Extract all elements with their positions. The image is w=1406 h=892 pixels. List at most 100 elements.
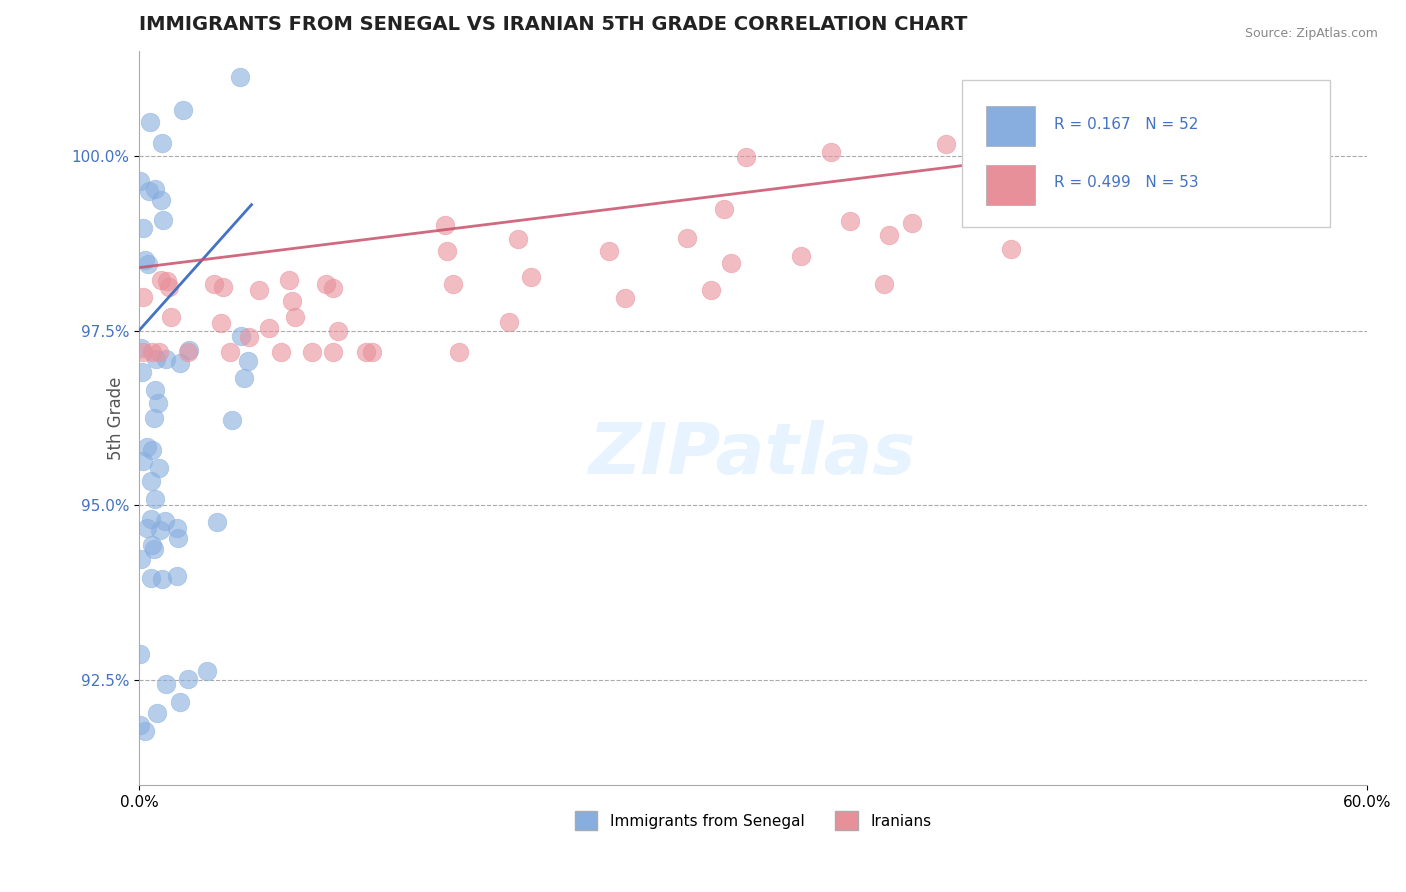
Iranians bbox=[176, 344, 198, 359]
Legend: Immigrants from Senegal, Iranians: Immigrants from Senegal, Iranians bbox=[568, 805, 938, 836]
Iranians bbox=[322, 344, 344, 359]
Iranians bbox=[209, 316, 232, 330]
Immigrants from Senegal bbox=[221, 412, 243, 426]
Iranians bbox=[1000, 242, 1022, 256]
Immigrants from Senegal bbox=[131, 221, 153, 235]
Iranians bbox=[1108, 164, 1130, 178]
Iranians bbox=[278, 273, 301, 287]
Iranians bbox=[257, 321, 280, 335]
Immigrants from Senegal bbox=[229, 70, 252, 84]
Iranians bbox=[498, 315, 520, 329]
Immigrants from Senegal bbox=[129, 718, 152, 732]
Iranians bbox=[676, 230, 699, 244]
Iranians bbox=[720, 256, 742, 270]
Immigrants from Senegal bbox=[134, 252, 156, 267]
Immigrants from Senegal bbox=[131, 341, 153, 355]
Text: IMMIGRANTS FROM SENEGAL VS IRANIAN 5TH GRADE CORRELATION CHART: IMMIGRANTS FROM SENEGAL VS IRANIAN 5TH G… bbox=[139, 15, 967, 34]
Text: ZIPatlas: ZIPatlas bbox=[589, 420, 917, 489]
Immigrants from Senegal bbox=[155, 351, 177, 366]
Immigrants from Senegal bbox=[146, 396, 169, 410]
Y-axis label: 5th Grade: 5th Grade bbox=[107, 376, 125, 459]
Immigrants from Senegal bbox=[136, 257, 159, 271]
Iranians bbox=[141, 344, 163, 359]
Iranians bbox=[131, 344, 153, 359]
Iranians bbox=[212, 279, 235, 293]
Iranians bbox=[820, 145, 842, 160]
Immigrants from Senegal bbox=[149, 193, 172, 207]
Immigrants from Senegal bbox=[139, 115, 162, 129]
Iranians bbox=[132, 290, 155, 304]
Immigrants from Senegal bbox=[145, 352, 167, 367]
Immigrants from Senegal bbox=[167, 532, 190, 546]
Immigrants from Senegal bbox=[153, 515, 176, 529]
Iranians bbox=[280, 294, 302, 309]
Immigrants from Senegal bbox=[135, 521, 157, 535]
Iranians bbox=[284, 310, 307, 325]
Immigrants from Senegal bbox=[149, 523, 172, 537]
Iranians bbox=[361, 344, 384, 359]
Immigrants from Senegal bbox=[205, 515, 228, 529]
Iranians bbox=[449, 344, 471, 359]
Iranians bbox=[157, 280, 180, 294]
Text: R = 0.499   N = 53: R = 0.499 N = 53 bbox=[1053, 176, 1198, 191]
Immigrants from Senegal bbox=[143, 383, 166, 397]
Immigrants from Senegal bbox=[145, 491, 167, 506]
Immigrants from Senegal bbox=[177, 672, 200, 686]
Iranians bbox=[301, 344, 323, 359]
Iranians bbox=[935, 137, 957, 152]
Immigrants from Senegal bbox=[139, 571, 162, 585]
Immigrants from Senegal bbox=[143, 181, 166, 195]
Iranians bbox=[436, 244, 458, 258]
Iranians bbox=[150, 273, 173, 287]
Iranians bbox=[354, 344, 377, 359]
Iranians bbox=[328, 324, 350, 338]
Iranians bbox=[508, 232, 530, 246]
FancyBboxPatch shape bbox=[962, 80, 1330, 227]
Immigrants from Senegal bbox=[141, 443, 163, 458]
Iranians bbox=[520, 270, 543, 285]
Immigrants from Senegal bbox=[172, 103, 194, 117]
Immigrants from Senegal bbox=[143, 542, 166, 557]
Immigrants from Senegal bbox=[236, 354, 259, 368]
Immigrants from Senegal bbox=[166, 569, 188, 583]
Iranians bbox=[877, 228, 900, 243]
Iranians bbox=[873, 277, 896, 292]
Immigrants from Senegal bbox=[129, 648, 152, 662]
Immigrants from Senegal bbox=[229, 329, 252, 343]
Iranians bbox=[1052, 186, 1074, 201]
Immigrants from Senegal bbox=[233, 371, 256, 385]
Iranians bbox=[838, 214, 860, 228]
Immigrants from Senegal bbox=[169, 356, 191, 370]
Immigrants from Senegal bbox=[150, 136, 173, 150]
Immigrants from Senegal bbox=[166, 521, 188, 535]
Text: Source: ZipAtlas.com: Source: ZipAtlas.com bbox=[1244, 27, 1378, 40]
Iranians bbox=[247, 283, 270, 297]
Text: R = 0.167   N = 52: R = 0.167 N = 52 bbox=[1053, 117, 1198, 132]
Iranians bbox=[441, 277, 464, 291]
Immigrants from Senegal bbox=[134, 723, 156, 738]
Immigrants from Senegal bbox=[139, 511, 162, 525]
Immigrants from Senegal bbox=[148, 461, 170, 475]
Iranians bbox=[160, 310, 183, 324]
Immigrants from Senegal bbox=[195, 664, 218, 678]
Iranians bbox=[156, 274, 179, 288]
Immigrants from Senegal bbox=[138, 184, 160, 198]
Immigrants from Senegal bbox=[169, 695, 191, 709]
Iranians bbox=[238, 329, 260, 343]
Iranians bbox=[148, 344, 170, 359]
Iranians bbox=[901, 216, 924, 230]
Immigrants from Senegal bbox=[143, 411, 166, 425]
Iranians bbox=[434, 218, 457, 232]
Immigrants from Senegal bbox=[129, 551, 152, 566]
Iranians bbox=[202, 277, 225, 291]
Iranians bbox=[321, 281, 343, 295]
Bar bbox=[986, 165, 1035, 205]
Immigrants from Senegal bbox=[152, 212, 174, 227]
Iranians bbox=[315, 277, 337, 292]
Immigrants from Senegal bbox=[141, 538, 163, 552]
Immigrants from Senegal bbox=[132, 453, 155, 467]
Immigrants from Senegal bbox=[135, 440, 157, 454]
Iranians bbox=[700, 283, 723, 297]
Iranians bbox=[790, 249, 813, 263]
Immigrants from Senegal bbox=[155, 677, 177, 691]
